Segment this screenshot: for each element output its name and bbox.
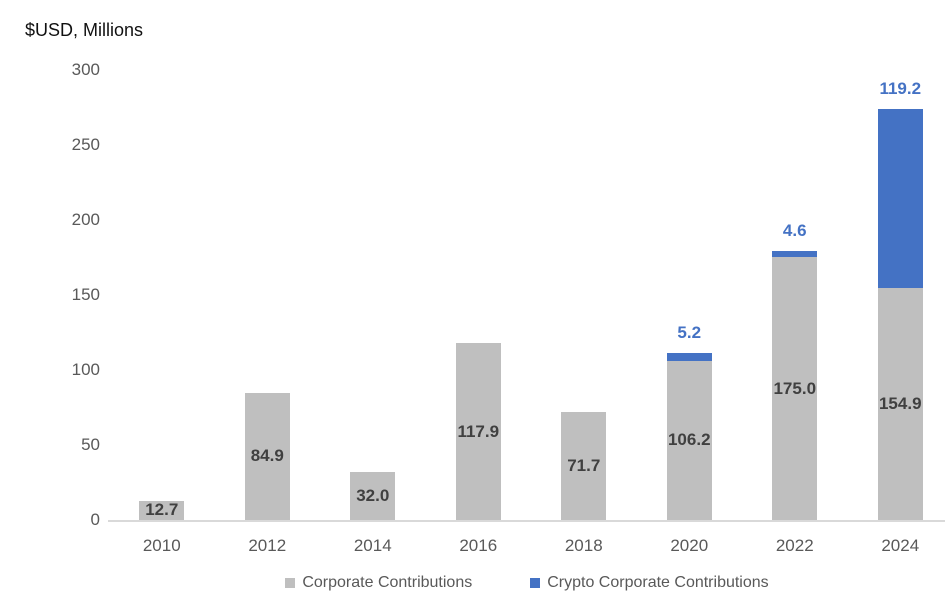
bar-value-label-corporate: 106.2 [667,430,711,450]
bar-value-label-corporate: 32.0 [356,486,390,505]
bar-segment-corporate-2024 [877,287,923,520]
bar-value-label-corporate: 175.0 [773,378,817,398]
bar-value-label-corporate: 71.7 [567,456,601,476]
x-tick-label: 2024 [881,536,920,555]
bar-2016: 117.9 [455,343,501,520]
legend-marker-icon [285,578,296,588]
bar-value-label-corporate: 154.9 [878,393,922,413]
x-tick-label: 2014 [353,536,392,555]
x-tick-label: 2020 [670,536,709,555]
bar-2018: 71.7 [561,412,607,520]
bar-segment-corporate-2012 [244,392,290,520]
x-tick-label: 2022 [775,536,814,555]
legend-label: Corporate Contributions [302,574,473,591]
x-tick-label: 2016 [459,536,498,555]
bar-segment-corporate-2010 [139,500,185,520]
bar-segment-corporate-2020 [666,360,712,520]
bar-segment-corporate-2018 [561,412,607,520]
legend-item-corporate-contributions: Corporate Contributions [285,574,472,592]
y-tick-label: 300 [71,60,100,79]
x-axis-line [108,520,945,522]
bar-value-label-corporate: 84.9 [250,446,284,466]
y-tick-label: 250 [71,135,100,154]
legend-marker-icon [530,578,541,588]
bar-2024: 119.2 154.9 [877,79,923,520]
bar-value-label-crypto: 119.2 [879,78,922,98]
bar-segment-crypto-2022 [772,250,818,258]
bar-segment-crypto-2020 [666,352,712,361]
bar-2010: 12.7 [139,500,185,520]
y-tick-label: 50 [81,435,100,454]
legend: Corporate Contributions Crypto Corporate … [109,570,945,596]
bar-value-label-corporate: 117.9 [457,421,500,441]
x-tick-label: 2018 [564,536,603,555]
x-tick-label: 2012 [248,536,287,555]
bar-segment-corporate-2016 [455,343,501,520]
bar-segment-corporate-2014 [350,472,396,520]
legend-item-crypto-corporate-contributions: Crypto Corporate Contributions [530,574,769,592]
bar-value-label-crypto: 4.6 [782,220,807,240]
y-tick-label: 150 [71,285,100,304]
y-tick-label: 0 [90,510,100,529]
x-tick-label: 2010 [142,536,181,555]
bar-segment-corporate-2022 [772,257,818,520]
bar-2012: 84.9 [244,392,290,520]
bar-2014: 32.0 [350,472,396,520]
bar-value-label-crypto: 5.2 [677,322,702,342]
chart-title: $USD, Millions [25,20,144,40]
bar-2020: 5.2 106.2 [666,323,712,520]
bar-2022: 4.6 175.0 [772,221,818,520]
y-tick-label: 100 [71,360,100,379]
bar-segment-crypto-2024 [877,108,923,288]
y-tick-label: 200 [71,210,100,229]
bar-value-label-corporate: 12.7 [145,500,179,520]
legend-label: Crypto Corporate Contributions [547,574,769,591]
